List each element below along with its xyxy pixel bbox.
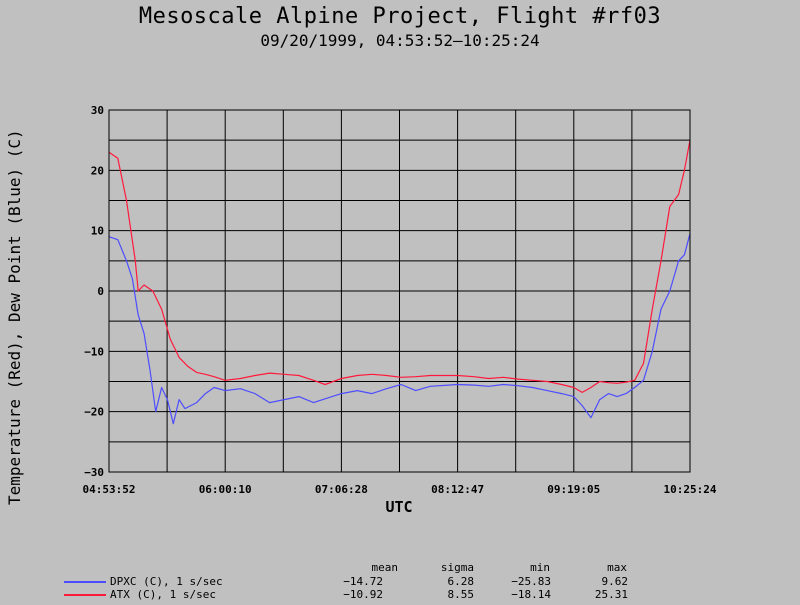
legend-row-temperature: ATX (C), 1 s/sec −10.92 8.55 −18.14 25.3… xyxy=(0,588,800,602)
stat-sigma: 6.28 xyxy=(447,575,475,588)
stat-mean: −14.72 xyxy=(343,575,383,588)
x-tick-label: 08:12:47 xyxy=(431,483,484,496)
x-tick-label: 07:06:28 xyxy=(315,483,368,496)
stat-header-min: min xyxy=(530,561,550,574)
legend-row-dewpoint: DPXC (C), 1 s/sec −14.72 6.28 −25.83 9.6… xyxy=(0,575,800,589)
y-axis-label: Temperature (Red), Dew Point (Blue) (C) xyxy=(5,129,24,505)
stat-min: −25.83 xyxy=(511,575,551,588)
y-tick-label: −20 xyxy=(84,406,104,419)
legend-label: DPXC (C), 1 s/sec xyxy=(110,575,223,588)
series-line-temperature xyxy=(108,140,691,393)
plot-grid xyxy=(109,110,690,472)
legend-swatch-dewpoint xyxy=(64,581,106,583)
x-tick-label: 09:19:05 xyxy=(547,483,600,496)
y-tick-label: −30 xyxy=(84,466,104,479)
legend-label: ATX (C), 1 s/sec xyxy=(110,588,216,601)
stat-max: 25.31 xyxy=(594,588,628,601)
tick-labels: 30 20 10 0 −10 −20 −30 04:53:52 06:00:10 07:06:28… xyxy=(83,104,717,496)
stat-sigma: 8.55 xyxy=(447,588,475,601)
stat-max: 9.62 xyxy=(601,575,629,588)
plot-frame xyxy=(108,109,691,473)
y-tick-label: 30 xyxy=(91,104,104,117)
y-tick-label: 20 xyxy=(91,164,104,177)
x-axis-label: UTC xyxy=(385,498,412,516)
x-tick-label: 10:25:24 xyxy=(664,483,717,496)
stat-header-mean: mean xyxy=(371,561,399,574)
chart-title: Mesoscale Alpine Project, Flight #rf03 xyxy=(138,4,662,29)
chart-subtitle: 09/20/1999, 04:53:52–10:25:24 xyxy=(260,31,540,50)
y-tick-label: 10 xyxy=(91,225,104,238)
stat-min: −18.14 xyxy=(511,588,551,601)
y-tick-label: −10 xyxy=(84,345,104,358)
y-tick-label: 0 xyxy=(97,285,104,298)
stat-header-max: max xyxy=(607,561,627,574)
x-tick-label: 04:53:52 xyxy=(83,483,136,496)
legend-swatch-temperature xyxy=(64,594,106,596)
stat-header-sigma: sigma xyxy=(440,561,474,574)
stat-mean: −10.92 xyxy=(343,588,383,601)
x-tick-label: 06:00:10 xyxy=(199,483,252,496)
series-line-dewpoint xyxy=(108,233,691,425)
plot-series xyxy=(108,140,691,425)
